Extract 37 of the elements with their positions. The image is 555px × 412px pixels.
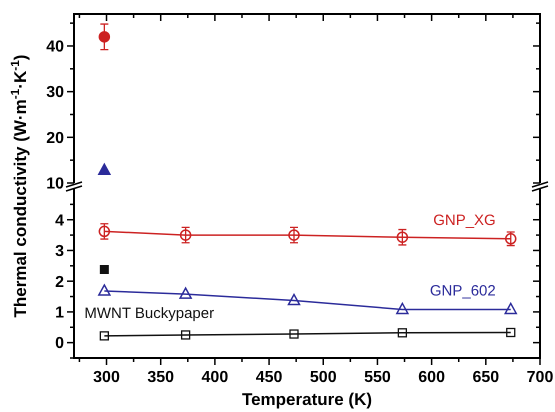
point [98, 284, 111, 296]
y-tick-label: 0 [55, 335, 64, 352]
y-tick-label: 40 [46, 38, 64, 56]
point [506, 328, 516, 338]
point [180, 229, 192, 241]
series-label: GNP_XG [433, 212, 496, 229]
point [288, 294, 300, 306]
point [98, 226, 110, 238]
y-tick-label: 2 [55, 274, 64, 291]
point [288, 229, 300, 241]
y-tick-label: 20 [46, 130, 64, 147]
point [396, 231, 408, 243]
x-tick-label: 450 [256, 369, 283, 386]
point [179, 287, 192, 299]
x-tick-label: 350 [147, 369, 174, 386]
point [396, 302, 409, 314]
point [289, 329, 299, 339]
x-tick-label: 400 [202, 369, 228, 386]
x-tick-label: 600 [418, 369, 446, 386]
x-tick-label: 700 [526, 369, 554, 386]
point [180, 330, 190, 340]
x-axis-title: Temperature (K) [242, 390, 372, 409]
point [504, 302, 517, 314]
y-tick-label: 4 [55, 212, 64, 230]
series-label: GNP_602 [430, 282, 496, 300]
point [100, 331, 109, 341]
x-tick-label: 500 [310, 369, 337, 386]
series-label: MWNT Buckypaper [84, 304, 214, 322]
x-tick-label: 300 [93, 369, 120, 386]
y-tick-label: 30 [46, 84, 64, 102]
point [100, 265, 109, 274]
y-tick-label: 3 [55, 243, 64, 260]
point [398, 328, 408, 338]
x-tick-label: 550 [364, 369, 391, 386]
x-tick-label: 650 [472, 369, 500, 386]
y-tick-label: 1 [55, 304, 64, 322]
y-tick-label: 10 [46, 176, 64, 193]
